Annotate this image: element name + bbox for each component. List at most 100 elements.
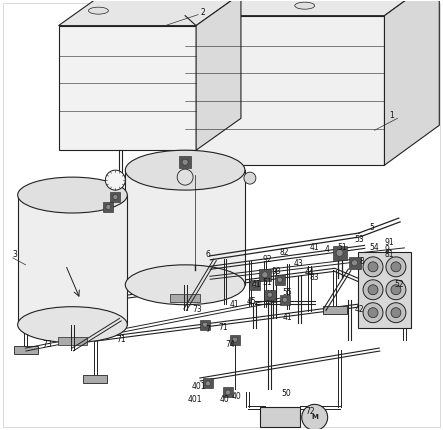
Text: 40: 40	[232, 392, 242, 401]
Text: 81: 81	[385, 250, 394, 259]
Circle shape	[202, 322, 207, 327]
Text: 45: 45	[247, 297, 256, 306]
Circle shape	[386, 257, 406, 277]
Circle shape	[363, 257, 383, 277]
Bar	[203, 378, 213, 388]
Ellipse shape	[18, 177, 127, 213]
Text: 4: 4	[325, 246, 330, 255]
Text: 82: 82	[280, 249, 289, 258]
Circle shape	[113, 194, 118, 200]
Bar	[333, 246, 346, 260]
Circle shape	[363, 303, 383, 322]
Ellipse shape	[89, 7, 109, 14]
Text: 7: 7	[205, 325, 210, 334]
Circle shape	[352, 260, 358, 266]
Bar	[260, 407, 300, 427]
Text: 42: 42	[354, 305, 364, 314]
Bar	[103, 202, 113, 212]
Text: 83: 83	[310, 273, 319, 283]
Text: 1: 1	[389, 111, 394, 120]
Ellipse shape	[295, 2, 315, 9]
Bar	[223, 387, 233, 397]
Bar	[250, 280, 260, 290]
Text: M: M	[311, 415, 318, 421]
Text: 41: 41	[252, 280, 261, 289]
Polygon shape	[185, 15, 385, 165]
Bar	[358, 252, 411, 328]
Text: 401: 401	[192, 382, 206, 391]
Circle shape	[368, 285, 378, 295]
Text: 9: 9	[385, 246, 389, 255]
Bar	[280, 295, 290, 305]
Circle shape	[225, 390, 230, 395]
Text: 41: 41	[283, 313, 292, 322]
Circle shape	[244, 172, 256, 184]
Ellipse shape	[125, 265, 245, 305]
Circle shape	[282, 297, 288, 302]
Circle shape	[262, 272, 268, 278]
Bar	[230, 335, 240, 344]
Bar	[110, 192, 120, 202]
Text: 71: 71	[117, 335, 126, 344]
Ellipse shape	[18, 307, 127, 343]
Circle shape	[277, 277, 282, 282]
Text: 2: 2	[200, 8, 205, 17]
Text: 73: 73	[43, 340, 52, 349]
Circle shape	[253, 282, 257, 287]
Text: 71: 71	[218, 323, 228, 332]
Bar	[349, 257, 361, 269]
Circle shape	[182, 159, 188, 165]
Polygon shape	[185, 0, 439, 15]
Text: 43: 43	[294, 259, 303, 268]
Text: 72: 72	[306, 407, 315, 416]
Bar	[265, 290, 275, 300]
Circle shape	[302, 404, 328, 430]
Text: 40: 40	[220, 395, 230, 404]
Bar	[83, 375, 107, 384]
Text: 73: 73	[192, 305, 202, 314]
Text: 92: 92	[263, 255, 272, 264]
Polygon shape	[18, 195, 127, 325]
Polygon shape	[58, 26, 196, 150]
Bar	[275, 275, 285, 285]
Bar	[14, 346, 38, 353]
Circle shape	[268, 292, 272, 297]
Polygon shape	[196, 0, 241, 150]
Text: 51: 51	[338, 243, 347, 252]
Polygon shape	[58, 0, 241, 26]
Text: 6: 6	[205, 250, 210, 259]
Bar	[179, 156, 191, 168]
Polygon shape	[385, 0, 439, 165]
Circle shape	[206, 381, 210, 386]
Text: 74: 74	[225, 340, 235, 349]
Text: 53: 53	[354, 235, 364, 244]
Text: 50: 50	[282, 389, 291, 398]
Bar	[58, 337, 87, 344]
Text: 52: 52	[394, 280, 404, 289]
Polygon shape	[125, 170, 245, 285]
Text: 91: 91	[385, 238, 394, 247]
Text: 41: 41	[230, 300, 240, 309]
Text: 44: 44	[305, 268, 315, 277]
Circle shape	[177, 169, 193, 185]
Circle shape	[391, 262, 401, 272]
Circle shape	[106, 205, 111, 209]
Text: 401: 401	[188, 395, 202, 404]
Ellipse shape	[125, 150, 245, 190]
Text: 55: 55	[283, 288, 292, 297]
Text: 54: 54	[369, 243, 379, 252]
Bar	[323, 306, 346, 313]
Bar	[259, 269, 271, 281]
Circle shape	[368, 262, 378, 272]
Circle shape	[386, 280, 406, 300]
Circle shape	[368, 308, 378, 318]
Circle shape	[363, 280, 383, 300]
Circle shape	[233, 337, 237, 342]
Text: 5: 5	[369, 224, 374, 233]
Bar	[200, 319, 210, 330]
Circle shape	[391, 308, 401, 318]
Circle shape	[386, 303, 406, 322]
Text: 41: 41	[310, 243, 319, 252]
Text: 3: 3	[13, 250, 18, 259]
Circle shape	[336, 249, 343, 256]
